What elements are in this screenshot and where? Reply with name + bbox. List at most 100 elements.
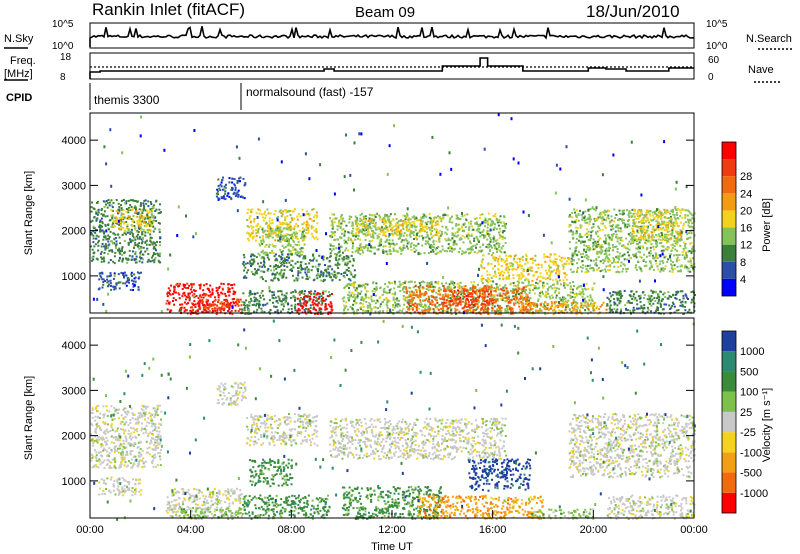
- power-cell: [452, 248, 455, 251]
- power-cell: [283, 262, 286, 265]
- power-cell: [461, 295, 464, 298]
- power-cell: [130, 223, 133, 226]
- power-cell: [338, 243, 340, 246]
- power-cell: [432, 250, 435, 253]
- power-cell: [281, 276, 284, 279]
- power-cell: [225, 305, 228, 308]
- power-cell: [486, 304, 489, 307]
- power-cell: [290, 217, 293, 220]
- power-cell: [151, 205, 154, 208]
- power-cell: [409, 280, 412, 283]
- power-cell: [449, 304, 452, 307]
- power-cell: [398, 224, 401, 227]
- power-cell: [222, 188, 225, 191]
- power-cell: [218, 306, 221, 309]
- power-cell: [284, 246, 287, 248]
- power-cell: [140, 247, 142, 250]
- power-cell: [472, 298, 475, 301]
- power-cell: [523, 270, 526, 272]
- power-cell: [317, 311, 320, 314]
- power-cell: [586, 295, 589, 298]
- power-cell: [506, 304, 509, 307]
- power-cell: [319, 313, 322, 315]
- power-cell: [482, 297, 485, 300]
- power-cell: [459, 303, 462, 306]
- power-cell: [493, 301, 495, 304]
- power-cell: [501, 225, 504, 227]
- power-cell: [382, 217, 385, 220]
- power-cell: [330, 309, 333, 312]
- power-cell: [516, 257, 519, 260]
- power-cell: [283, 297, 286, 300]
- power-cell: [307, 310, 310, 313]
- power-cell: [469, 304, 472, 307]
- power-cell: [148, 223, 151, 226]
- power-cell: [145, 248, 148, 251]
- power-cell: [404, 280, 407, 283]
- power-cell: [281, 235, 284, 238]
- power-cell: [464, 304, 467, 307]
- power-cell: [101, 278, 104, 281]
- power-cell: [142, 204, 145, 207]
- power-cell: [370, 298, 373, 301]
- power-cell: [152, 215, 155, 218]
- power-cell: [216, 308, 219, 310]
- power-cell: [591, 298, 593, 301]
- power-cell: [476, 307, 479, 310]
- power-cell: [97, 241, 99, 244]
- power-cell: [503, 225, 506, 228]
- power-cell: [359, 302, 362, 305]
- power-cell: [490, 284, 493, 287]
- power-cell: [92, 237, 95, 240]
- power-cell: [544, 269, 547, 272]
- power-cell: [558, 297, 561, 299]
- power-cell: [97, 211, 100, 214]
- power-cell: [421, 229, 424, 232]
- power-cell: [143, 205, 146, 208]
- power-cell: [575, 309, 578, 311]
- power-cell: [453, 298, 456, 301]
- power-cell: [191, 302, 194, 305]
- power-cell: [561, 305, 564, 308]
- power-cell: [263, 212, 266, 215]
- power-cell: [307, 294, 310, 297]
- power-cell: [300, 237, 303, 240]
- power-cell: [322, 290, 325, 293]
- power-cell: [435, 216, 438, 219]
- power-cell: [310, 232, 313, 235]
- power-cell: [523, 308, 526, 311]
- power-cell: [370, 221, 373, 224]
- power-cell: [99, 252, 102, 255]
- power-cell: [435, 240, 438, 243]
- power-cell: [531, 259, 534, 262]
- power-cell: [473, 290, 476, 293]
- power-cell: [465, 219, 468, 222]
- power-cell: [345, 284, 348, 287]
- power-cell: [130, 271, 133, 274]
- power-cell: [285, 261, 288, 264]
- power-cell: [289, 234, 291, 236]
- power-cell: [155, 208, 158, 211]
- power-cell: [525, 310, 528, 313]
- power-cell: [234, 184, 236, 187]
- power-cell: [513, 268, 516, 271]
- power-cell: [159, 261, 162, 264]
- power-cell: [220, 301, 223, 304]
- power-cell: [402, 214, 405, 217]
- power-cell: [393, 306, 396, 309]
- power-cell: [454, 286, 457, 289]
- power-cell: [398, 233, 401, 236]
- power-cell: [226, 300, 229, 303]
- power-cell: [242, 292, 245, 295]
- power-cell: [504, 242, 507, 245]
- power-cell: [453, 286, 455, 289]
- power-cell: [249, 297, 252, 300]
- power-cell: [349, 238, 352, 241]
- power-cell: [491, 221, 494, 223]
- power-cell: [439, 298, 442, 300]
- power-cell: [401, 224, 404, 227]
- power-cell: [204, 305, 206, 307]
- power-cell: [246, 231, 249, 234]
- power-cell: [131, 225, 134, 228]
- power-cell: [463, 289, 465, 292]
